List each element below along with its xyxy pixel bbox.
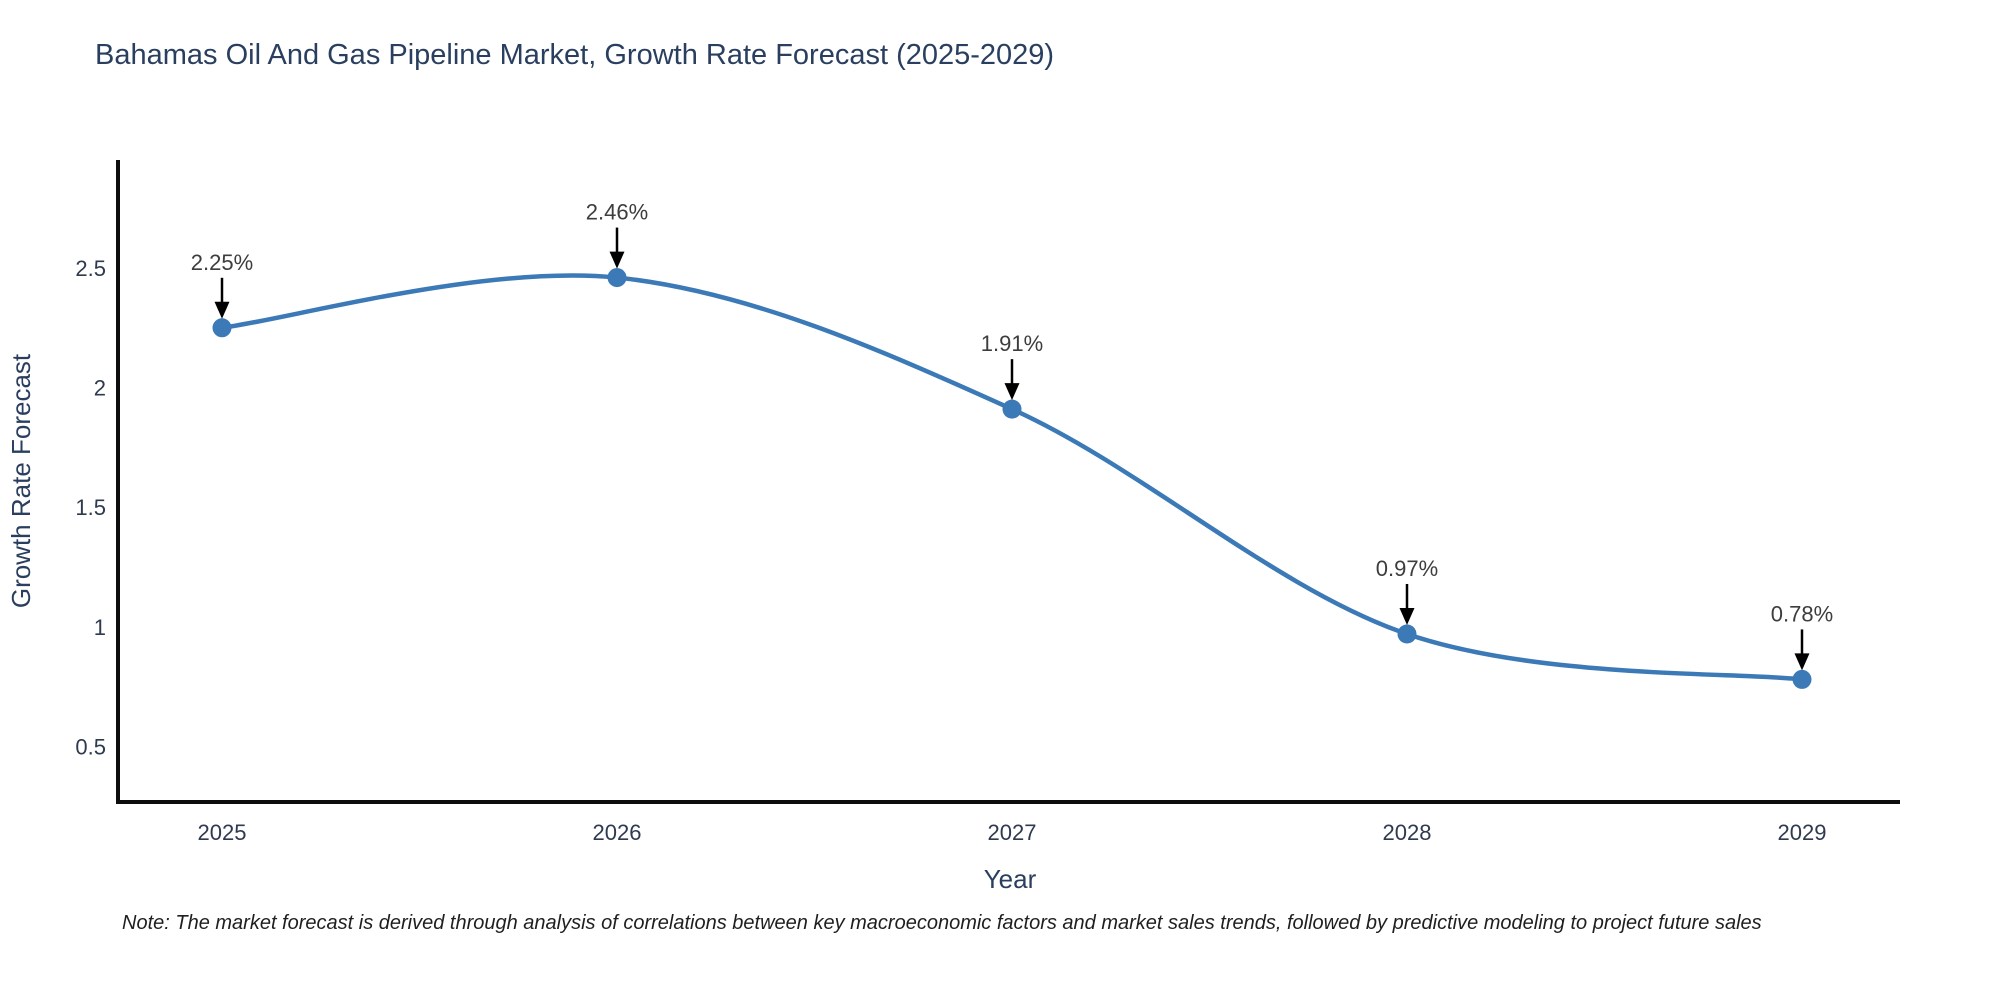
- point-value-label: 0.78%: [1771, 601, 1833, 626]
- point-annotations: 2.25% 2.46% 1.91% 0.97% 0.78%: [191, 200, 1833, 671]
- data-point-marker[interactable]: [1397, 624, 1417, 644]
- x-tick-label: 2029: [1778, 820, 1827, 845]
- annotation-arrowhead-icon: [1399, 607, 1415, 625]
- point-value-label: 0.97%: [1376, 556, 1438, 581]
- data-point-marker[interactable]: [607, 268, 627, 288]
- point-value-label: 2.25%: [191, 250, 253, 275]
- y-tick-label: 1.5: [75, 495, 106, 520]
- y-tick-label: 2.5: [75, 256, 106, 281]
- y-tick-label: 2: [94, 376, 106, 401]
- x-axis-title: Year: [984, 864, 1037, 894]
- chart-title: Bahamas Oil And Gas Pipeline Market, Gro…: [95, 39, 1054, 71]
- data-point-markers: [212, 268, 1812, 689]
- x-tick-label: 2025: [198, 820, 247, 845]
- footnote: Note: The market forecast is derived thr…: [122, 912, 1762, 934]
- x-tick-label: 2027: [988, 820, 1037, 845]
- annotation-arrowhead-icon: [1004, 383, 1020, 401]
- data-point-marker[interactable]: [1792, 669, 1812, 689]
- annotation-arrowhead-icon: [214, 301, 230, 319]
- y-tick-labels: 0.5 1 1.5 2 2.5: [75, 256, 106, 759]
- point-value-label: 1.91%: [981, 331, 1043, 356]
- data-point-marker[interactable]: [212, 318, 232, 338]
- x-tick-label: 2028: [1383, 820, 1432, 845]
- x-tick-labels: 2025 2026 2027 2028 2029: [198, 820, 1827, 845]
- data-point-marker[interactable]: [1002, 399, 1022, 419]
- annotation-arrowhead-icon: [1794, 653, 1810, 671]
- point-value-label: 2.46%: [586, 200, 648, 225]
- y-tick-label: 1: [94, 615, 106, 640]
- y-tick-label: 0.5: [75, 734, 106, 759]
- y-axis-title: Growth Rate Forecast: [6, 353, 36, 608]
- x-tick-label: 2026: [593, 820, 642, 845]
- annotation-arrowhead-icon: [609, 251, 625, 269]
